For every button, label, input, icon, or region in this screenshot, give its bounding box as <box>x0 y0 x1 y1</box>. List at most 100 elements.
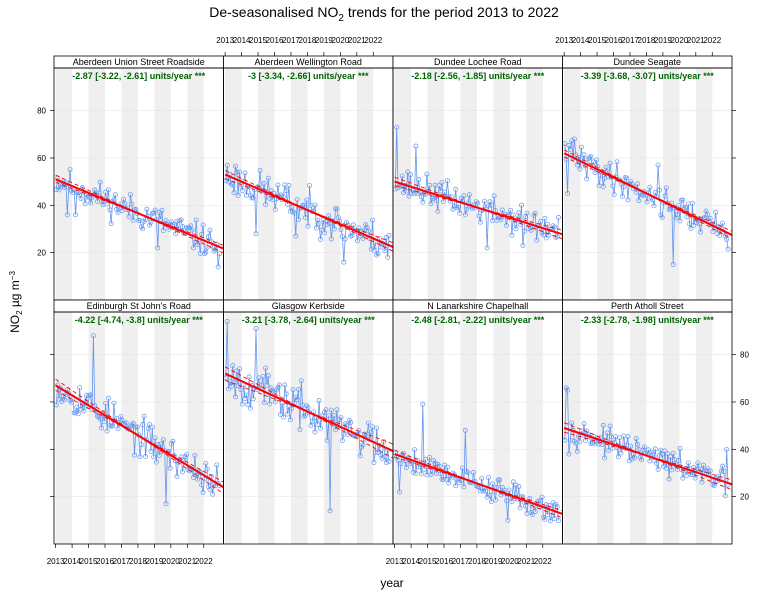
data-point <box>598 173 603 178</box>
data-point <box>565 191 571 196</box>
trend-stat: -3.21 [-3.78, -2.64] units/year *** <box>242 315 376 325</box>
data-point <box>245 402 251 407</box>
data-point <box>153 459 159 465</box>
data-point <box>230 363 236 369</box>
data-point <box>519 202 524 208</box>
year-band <box>290 312 308 544</box>
data-point <box>542 516 548 522</box>
y-tick-label: 60 <box>37 154 46 163</box>
data-point <box>657 187 662 193</box>
chart-title: De-seasonalised NO2 trends for the perio… <box>209 4 559 24</box>
data-point <box>479 475 485 481</box>
data-point <box>126 213 132 219</box>
data-point <box>119 418 125 424</box>
x-tick-label: 2017 <box>621 36 639 45</box>
data-point <box>592 170 598 176</box>
year-band <box>526 312 543 544</box>
year-band <box>493 68 510 300</box>
data-point <box>429 468 435 474</box>
trend-line <box>394 453 563 515</box>
data-point <box>413 143 419 149</box>
data-point <box>361 431 367 437</box>
data-point <box>471 470 476 475</box>
data-point <box>103 400 109 406</box>
data-point <box>193 217 199 223</box>
data-point <box>151 210 157 216</box>
data-point <box>431 458 437 464</box>
data-point <box>407 172 413 177</box>
data-point <box>705 212 710 218</box>
panel-5: -4.22 [-4.74, -3.8] units/year *** Edinbu… <box>47 299 225 566</box>
data-point <box>163 218 169 224</box>
data-point <box>383 460 389 465</box>
data-point <box>416 464 422 470</box>
data-point <box>509 232 515 238</box>
data-point <box>261 180 267 186</box>
x-tick-label: 2018 <box>299 36 317 45</box>
data-point <box>248 192 253 198</box>
data-point <box>670 262 676 267</box>
data-point <box>90 333 96 339</box>
data-point <box>374 425 380 431</box>
data-point <box>717 233 723 238</box>
data-point <box>453 483 459 489</box>
data-point <box>360 235 366 241</box>
confidence-line <box>224 366 394 459</box>
x-tick-label: 2016 <box>96 557 114 566</box>
data-point <box>669 467 675 473</box>
data-point <box>435 208 441 214</box>
data-point <box>624 175 629 181</box>
data-point <box>635 181 640 187</box>
data-point <box>542 215 548 221</box>
data-point <box>651 203 657 209</box>
data-point <box>152 435 158 441</box>
data-point <box>88 392 94 398</box>
y-tick-label: 20 <box>37 249 46 258</box>
data-point <box>105 395 111 401</box>
panel-8: -2.33 [-2.78, -1.98] units/year *** Perth… <box>562 299 749 545</box>
data-point <box>305 223 311 229</box>
trend-stat: -2.33 [-2.78, -1.98] units/year *** <box>581 315 715 325</box>
year-band <box>427 68 445 300</box>
data-point <box>265 373 271 379</box>
data-point <box>282 382 288 388</box>
data-point <box>386 459 392 464</box>
data-point <box>348 419 354 425</box>
data-point <box>547 518 553 524</box>
panel-7: -2.48 [-2.81, -2.22] units/year *** N Lan… <box>386 299 563 566</box>
data-point <box>136 217 142 223</box>
data-point <box>305 405 311 411</box>
data-point <box>602 175 608 181</box>
trend-line <box>55 178 224 250</box>
data-point <box>323 407 329 413</box>
data-point <box>399 173 405 179</box>
data-point <box>635 441 640 447</box>
data-point <box>366 420 371 426</box>
data-point <box>338 227 344 233</box>
data-point <box>587 155 592 161</box>
data-point <box>614 159 620 165</box>
data-point <box>105 187 111 193</box>
year-band <box>258 312 275 544</box>
data-point <box>585 156 591 162</box>
data-point <box>92 187 98 193</box>
data-point <box>313 225 319 231</box>
data-point <box>509 499 515 504</box>
year-band <box>597 68 614 300</box>
data-point <box>77 385 83 391</box>
data-point <box>510 479 516 485</box>
data-point <box>439 179 445 185</box>
data-point <box>476 213 482 219</box>
data-point <box>123 420 129 426</box>
data-point <box>360 442 366 448</box>
y-tick-label: 40 <box>740 445 749 454</box>
data-point <box>491 193 497 199</box>
data-point <box>238 182 244 188</box>
trend-stat: -2.48 [-2.81, -2.22] units/year *** <box>411 315 545 325</box>
data-point <box>304 197 310 203</box>
data-point <box>667 454 673 460</box>
data-point <box>132 452 137 458</box>
data-point <box>621 184 627 190</box>
data-point <box>149 424 155 430</box>
data-point <box>713 209 719 215</box>
